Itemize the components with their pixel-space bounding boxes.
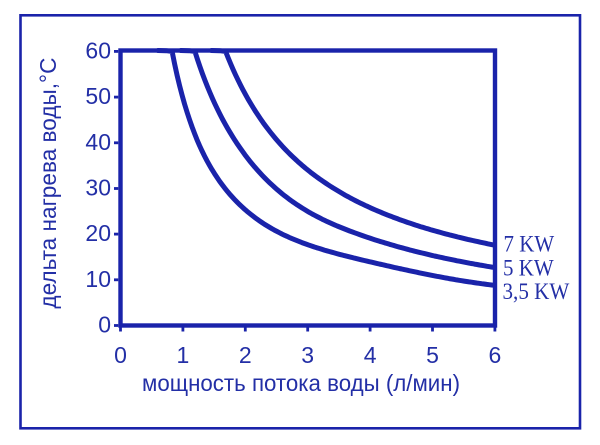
svg-text:1: 1 xyxy=(177,342,190,368)
svg-text:0: 0 xyxy=(98,312,111,338)
svg-text:2: 2 xyxy=(239,342,252,368)
svg-text:20: 20 xyxy=(85,220,111,246)
svg-text:30: 30 xyxy=(85,175,111,201)
svg-text:60: 60 xyxy=(85,38,111,64)
svg-text:5 KW: 5 KW xyxy=(503,255,554,280)
svg-text:мощность потока воды (л/мин): мощность потока воды (л/мин) xyxy=(142,370,460,396)
svg-text:7 KW: 7 KW xyxy=(504,232,555,257)
svg-text:5: 5 xyxy=(426,342,439,368)
svg-text:4: 4 xyxy=(364,342,377,368)
svg-text:40: 40 xyxy=(85,129,111,155)
svg-text:10: 10 xyxy=(85,266,111,292)
svg-text:3,5 KW: 3,5 KW xyxy=(503,279,570,304)
svg-text:6: 6 xyxy=(489,342,502,368)
svg-text:дельта нагрева воды,°C: дельта нагрева воды,°C xyxy=(35,58,61,309)
svg-text:0: 0 xyxy=(114,342,127,368)
svg-text:3: 3 xyxy=(301,342,314,368)
svg-text:50: 50 xyxy=(85,83,111,109)
